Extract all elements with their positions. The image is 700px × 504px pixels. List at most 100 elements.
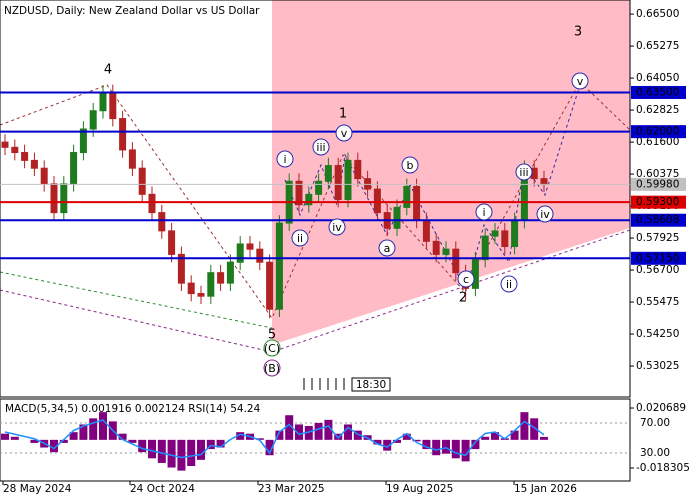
wave-label-circle <box>500 275 518 293</box>
y-tick-label: 0.65275 <box>636 40 679 52</box>
level-label-box <box>631 251 686 265</box>
macd-bar <box>265 439 274 456</box>
time-box-label: 18:30 <box>356 379 386 391</box>
wave-label-circle <box>312 138 330 156</box>
price-pane <box>0 0 631 398</box>
macd-bar <box>402 433 411 440</box>
candle-body <box>266 261 274 310</box>
macd-bar <box>530 418 539 440</box>
wave-label: (C) <box>264 342 280 355</box>
candle-body <box>481 235 489 261</box>
candle-body <box>364 178 372 190</box>
macd-bar <box>206 439 215 450</box>
y2-tick-label: 70.00 <box>640 417 670 429</box>
macd-bar <box>50 439 58 453</box>
time-box <box>351 377 391 392</box>
candle-body <box>217 272 225 284</box>
candle-body <box>11 146 19 154</box>
wave-label: iv <box>540 208 550 221</box>
level-label: 0.58608 <box>636 214 679 226</box>
candle-body <box>79 128 87 154</box>
x-tick-label: 24 Oct 2024 <box>130 483 195 495</box>
x-tick-label: 19 Aug 2025 <box>386 483 453 495</box>
candle-body <box>403 185 411 208</box>
x-tick-label: 28 May 2024 <box>3 483 72 495</box>
wave-label-circle <box>335 124 353 142</box>
y-tick-label: -0.018305 <box>636 462 690 474</box>
macd-bar <box>295 424 303 440</box>
wave-label-circle <box>378 239 396 257</box>
wave-label: b <box>407 159 414 172</box>
macd-bar <box>128 439 137 443</box>
macd-bar <box>442 439 450 454</box>
wave-label: i <box>482 206 485 219</box>
candle-body <box>187 282 195 295</box>
macd-bar <box>157 439 166 463</box>
indicator-title: MACD(5,34,5) 0.001916 0.002124 RSI(14) 5… <box>5 403 261 415</box>
macd-bar <box>520 412 529 440</box>
wave-label-circle <box>401 156 419 174</box>
wave-label: ii <box>297 232 303 245</box>
macd-bar <box>148 439 156 459</box>
wave-label: a <box>384 242 391 255</box>
candle-body <box>40 167 48 185</box>
wave-label: 5 <box>268 328 276 343</box>
candle-body <box>256 248 264 263</box>
x-tick-label: 15 Jan 2026 <box>514 483 577 495</box>
candle-body <box>354 159 362 180</box>
wave-label-circle <box>475 203 493 221</box>
level-label: 0.57150 <box>636 252 679 264</box>
candle-body <box>501 230 509 248</box>
macd-bar <box>79 424 88 440</box>
macd-bar <box>285 415 294 440</box>
macd-bar <box>167 439 176 468</box>
y-tick-label: 0.020689 <box>636 402 686 414</box>
macd-bar <box>30 439 39 443</box>
candle-body <box>295 180 303 206</box>
x-tick-label: 23 Mar 2025 <box>258 483 325 495</box>
candle-body <box>21 152 29 161</box>
y-tick-label: 0.60375 <box>636 168 679 180</box>
macd-bar <box>304 426 313 440</box>
y-tick-label: 0.64050 <box>636 72 679 84</box>
candle-body <box>491 230 499 237</box>
macd-bar <box>353 430 362 440</box>
macd-bar <box>177 439 186 471</box>
candle-body <box>236 243 244 263</box>
macd-bar <box>393 439 401 443</box>
macd-bar <box>138 439 147 453</box>
candle-body <box>275 222 283 310</box>
macd-bar <box>69 432 78 440</box>
wave-label-circle <box>276 150 294 168</box>
y-tick-label: 0.61600 <box>636 136 679 148</box>
candle-body <box>540 178 548 185</box>
y-tick-label: 0.54250 <box>636 328 679 340</box>
candle-body <box>1 141 9 148</box>
macd-bar <box>540 436 548 440</box>
wave-label: iii <box>316 141 325 154</box>
candle-body <box>50 183 58 214</box>
macd-bar <box>216 439 225 448</box>
wave-label: 3 <box>574 25 582 40</box>
candle-body <box>60 183 68 214</box>
level-label-box <box>631 177 686 191</box>
level-label: 0.63500 <box>636 86 679 98</box>
level-label-box <box>631 195 686 209</box>
chart-header: NZDUSD, Daily: New Zealand Dollar vs US … <box>4 5 260 17</box>
candle-body <box>442 248 450 255</box>
candle-body <box>148 193 156 214</box>
wave-label: v <box>341 127 348 140</box>
candle-body <box>324 165 332 182</box>
macd-bar <box>89 418 98 440</box>
candle-body <box>207 272 215 297</box>
time-ticks <box>303 378 345 390</box>
wave-label-circle <box>536 205 554 223</box>
wave-label: ii <box>506 278 512 291</box>
candle-body <box>138 167 146 195</box>
macd-bar <box>373 439 382 445</box>
macd-bar <box>383 439 392 451</box>
candle-body <box>373 188 381 214</box>
candle-body <box>168 230 176 255</box>
y-tick-label: 0.62825 <box>636 104 679 116</box>
wave-label: v <box>577 75 584 88</box>
